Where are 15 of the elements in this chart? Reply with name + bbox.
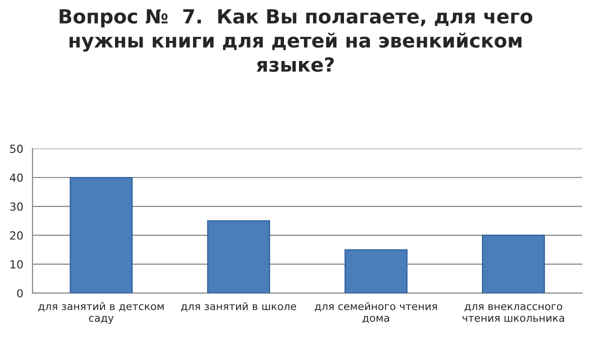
x-tick-label: для внеклассного чтения школьника (462, 304, 564, 322)
x-tick-label: для занятий в школе (181, 302, 296, 312)
chart-title: Вопрос № 7. Как Вы полагаете, для чего нужны книги для детей на эвенкийском языке? (60, 9, 532, 72)
y-tick-label: 20 (10, 231, 23, 240)
y-tick-label: 0 (17, 289, 23, 298)
y-tick-label: 30 (10, 202, 23, 211)
bar (207, 220, 270, 294)
bar (482, 234, 545, 294)
bar (344, 249, 408, 294)
y-tick-label: 10 (10, 260, 23, 269)
x-tick-label: для занятий в детском саду (38, 302, 164, 324)
x-tick-label: для семейного чтения дома (314, 302, 437, 324)
bar (70, 176, 133, 294)
y-tick-label: 40 (10, 173, 23, 182)
y-tick-label: 50 (10, 144, 23, 153)
